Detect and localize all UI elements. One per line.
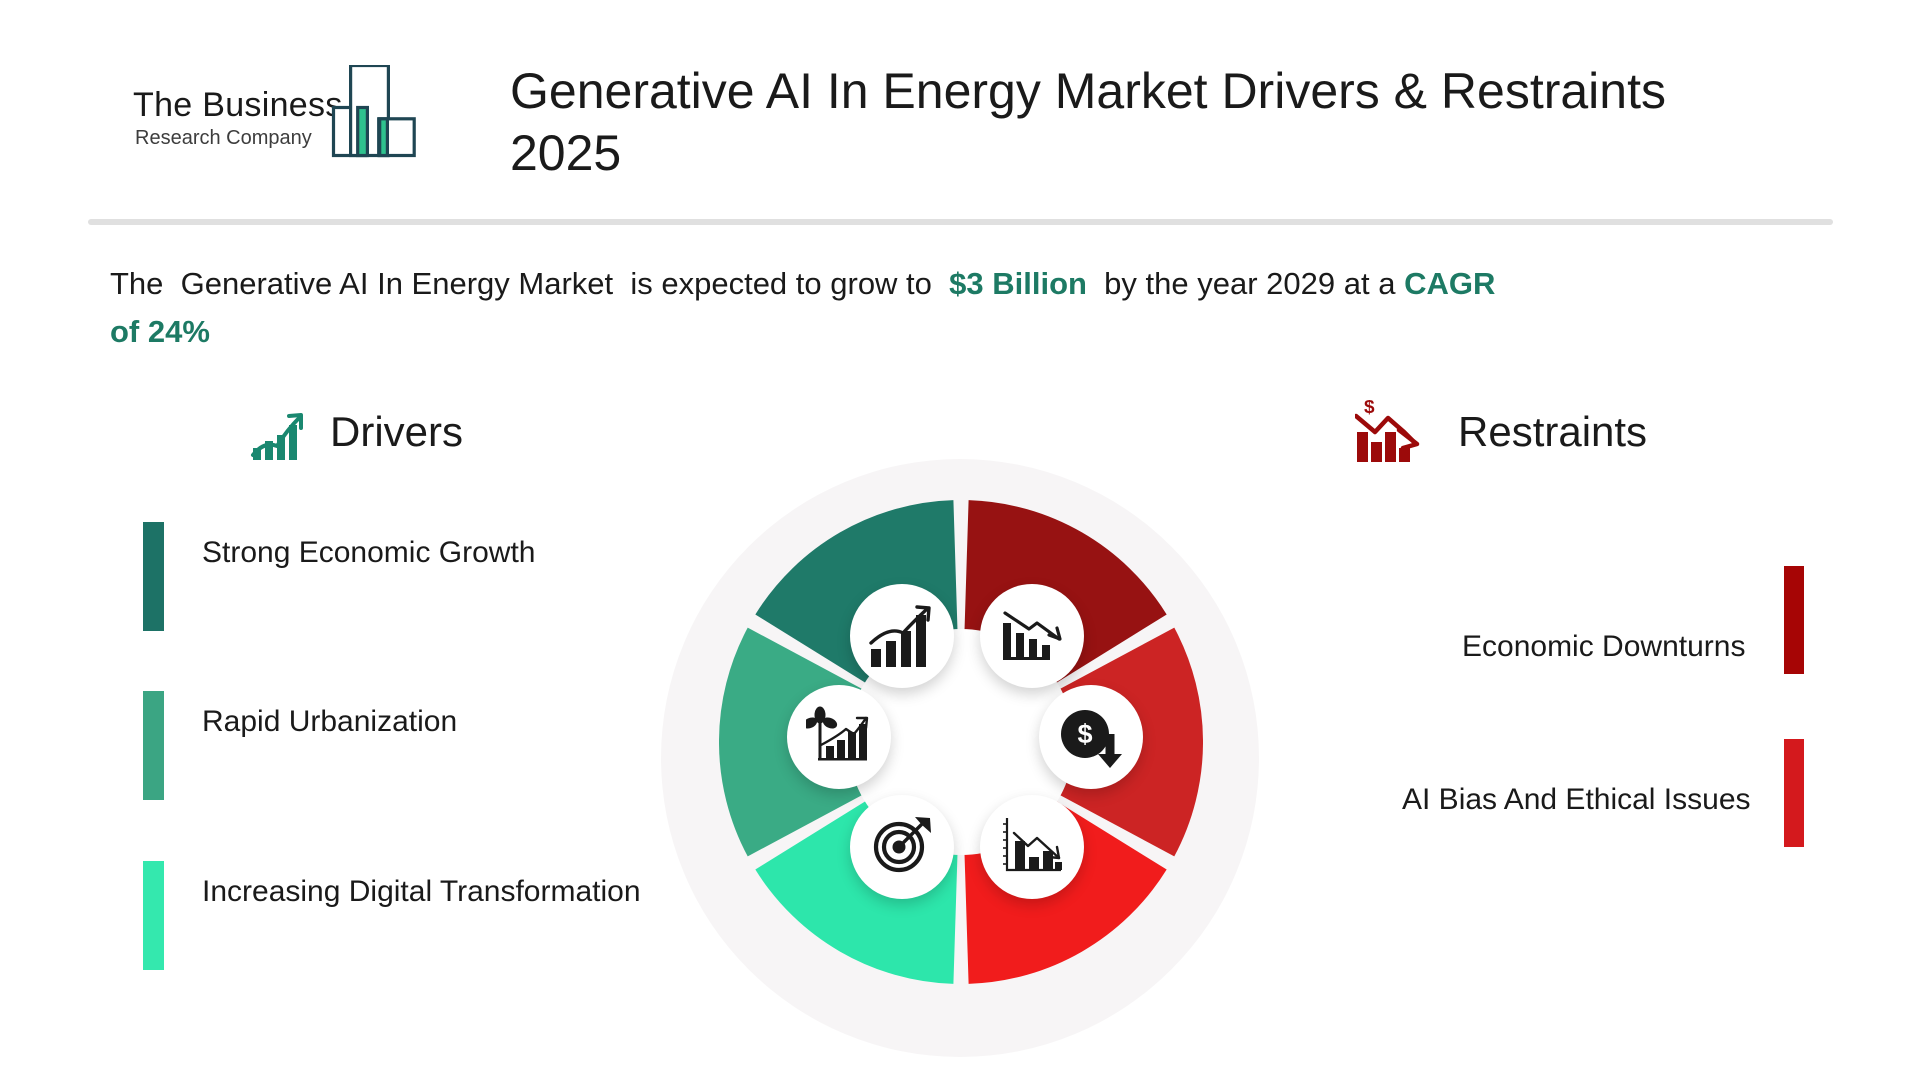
svg-text:$: $ [1364, 400, 1375, 418]
svg-text:$: $ [1077, 719, 1092, 749]
svg-text:The Business: The Business [133, 86, 343, 124]
svg-text:Research Company: Research Company [135, 127, 312, 149]
